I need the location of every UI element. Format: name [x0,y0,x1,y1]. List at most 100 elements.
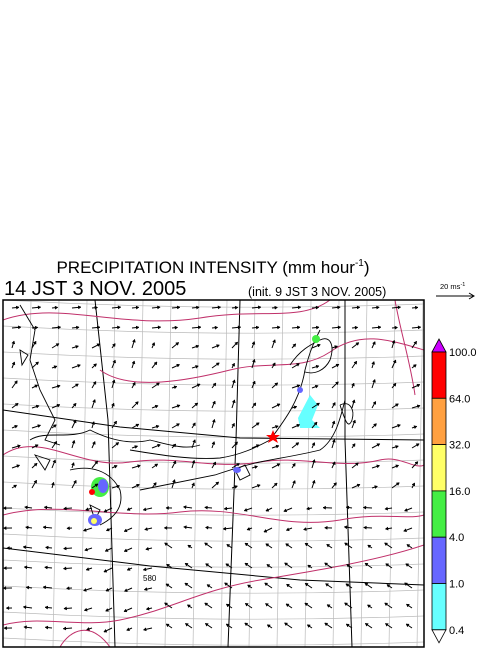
wind-arrow-head [373,423,377,428]
wind-arrow-head [394,325,399,330]
wind-arrow-head [66,586,70,591]
wind-arrow-head [165,583,170,588]
wind-arrow-head [397,305,402,310]
wind-arrow-head [11,340,16,345]
wind-arrow-head [417,325,422,330]
wind-arrow-head [265,507,270,512]
wind-arrow-head [376,305,380,310]
wind-arrow-head [324,622,329,627]
wind-arrow-head [371,361,376,365]
wind-arrow-head [351,399,356,404]
wind-arrow-head [385,563,390,567]
wind-arrow-head [351,443,356,448]
wind-arrow-head [315,305,320,310]
wind-arrow-head [274,382,279,387]
wind-arrow-head [113,464,118,469]
wind-arrow-head [183,525,187,530]
wind-arrow-head [266,564,271,568]
wind-arrow-head [165,505,169,510]
wind-arrow-head [34,325,39,330]
wind-arrow-head [165,623,170,628]
location-star [266,430,280,443]
wind-arrow-head [126,627,131,632]
wind-arrow-head [56,403,61,408]
wind-arrow-head [231,362,235,367]
wind-scale-label: 20 ms-1 [440,282,465,291]
wind-arrow-head [255,444,260,448]
wind-arrow-head [13,380,18,385]
wind-arrow-head [406,544,411,548]
wind-arrow-head [395,445,399,449]
wind-scale-exponent: -1 [460,282,465,288]
wind-arrow-head [386,584,391,588]
colorbar-segment [431,397,447,445]
wind-arrow-head [376,443,381,447]
wind-arrow-head [372,401,377,405]
wind-arrow-head [364,623,369,627]
wind-arrow-head [292,480,296,484]
wind-arrow-head [265,543,270,547]
wind-arrow-head [123,548,128,553]
wind-arrow-head [292,343,297,348]
wind-arrow-head [204,623,209,627]
wind-arrow-head [215,362,220,367]
wind-arrow-head [346,564,351,568]
wind-arrow-head [155,424,160,429]
precipitation-cells [88,335,320,526]
wind-arrow-head [251,358,256,363]
wind-arrow-head [11,361,16,366]
colorbar-top-triangle [431,338,447,353]
wind-arrow-head [384,542,389,547]
wind-arrow-head [225,563,230,568]
wind-arrow-head [3,586,7,591]
grid-line [3,351,424,360]
wind-arrow-head [285,527,290,532]
wind-arrow-head [22,545,27,550]
title: PRECIPITATION INTENSITY (mm hour-1) [56,258,369,277]
wind-arrow-head [243,507,248,512]
wind-arrow-head [115,442,120,446]
wind-arrow-head [154,463,159,468]
wind-arrow-head [83,607,88,612]
wind-arrow-head [296,423,301,428]
wind-arrow-head [204,542,209,547]
colorbar-label: 16.0 [449,486,470,498]
wind-arrow-head [231,379,236,384]
wind-arrow-head [296,384,301,389]
wind-arrow-head [217,305,222,310]
wind-arrow-head [175,342,180,346]
init-time: (init. 9 JST 3 NOV. 2005) [248,285,386,299]
wind-arrow-head [322,505,326,510]
wind-arrow-head [255,325,260,330]
wind-arrow-head [184,623,189,627]
wind-arrow-head [173,385,178,390]
wind-arrow-head [62,566,67,571]
wind-arrow-head [50,481,55,486]
wind-arrow-head [406,603,410,608]
wind-arrow-head [335,363,340,368]
wind-arrow-head [22,605,27,610]
wind-arrow-head [252,402,257,407]
colorbar-segment [431,536,447,584]
wind-arrow-head [356,305,361,310]
colorbar-segment [431,490,447,538]
wind-arrow-head [291,463,296,467]
wind-arrow-head [111,343,116,348]
grid-line [304,300,312,647]
wind-arrow-head [152,482,157,487]
title-main: PRECIPITATION INTENSITY (mm hour [56,258,355,277]
wind-arrow-head [191,482,195,487]
grid-line [80,300,88,647]
colorbar-label: 32.0 [449,440,470,452]
wind-arrow-head [265,603,269,607]
grid-line [3,585,424,594]
wind-arrow-head [231,399,236,404]
wind-arrow-head [211,418,216,423]
wind-arrow-head [135,305,140,310]
wind-arrow-head [14,424,18,429]
map-area: 580 [3,300,424,647]
wind-arrow-head [57,325,62,330]
wind-arrow-head [234,341,238,346]
wind-arrow-head [91,441,96,445]
